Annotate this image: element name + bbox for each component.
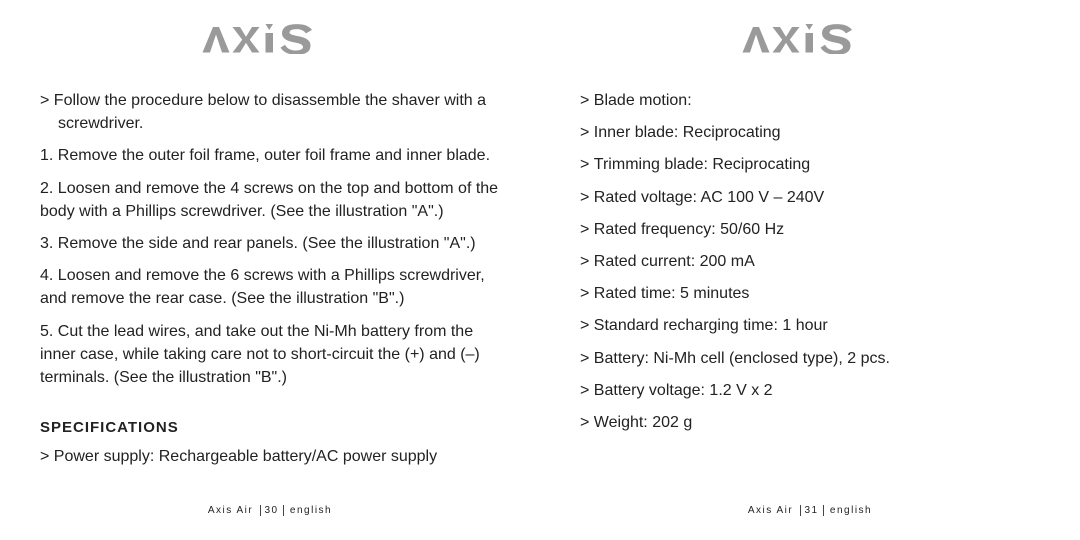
spec-battery: Battery: Ni-Mh cell (enclosed type), 2 p…	[580, 347, 1040, 370]
footer-language: english	[830, 505, 872, 516]
step-4: 4. Loosen and remove the 6 screws with a…	[40, 264, 500, 310]
footer-left: Axis Air 30 english	[40, 505, 500, 520]
spec-battery-voltage: Battery voltage: 1.2 V x 2	[580, 379, 1040, 402]
footer-page-number: 30	[260, 505, 284, 516]
step-3: 3. Remove the side and rear panels. (See…	[40, 232, 500, 255]
footer-language: english	[290, 505, 332, 516]
footer-product: Axis Air	[208, 505, 253, 516]
spec-blade-motion: Blade motion:	[580, 89, 1040, 112]
footer-product: Axis Air	[748, 505, 793, 516]
footer-page-number: 31	[800, 505, 824, 516]
spec-weight: Weight: 202 g	[580, 411, 1040, 434]
logo-right	[580, 24, 1040, 59]
spec-rated-frequency: Rated frequency: 50/60 Hz	[580, 218, 1040, 241]
spec-rated-voltage: Rated voltage: AC 100 V – 240V	[580, 186, 1040, 209]
specifications-title: SPECIFICATIONS	[40, 417, 500, 439]
logo-left	[40, 24, 500, 59]
page-right: Blade motion: Inner blade: Reciprocating…	[540, 0, 1080, 540]
step-5: 5. Cut the lead wires, and take out the …	[40, 320, 500, 390]
spec-rated-time: Rated time: 5 minutes	[580, 282, 1040, 305]
spec-power-supply: Power supply: Rechargeable battery/AC po…	[40, 445, 500, 468]
right-content: Blade motion: Inner blade: Reciprocating…	[580, 89, 1040, 505]
spec-inner-blade: Inner blade: Reciprocating	[580, 121, 1040, 144]
left-content: Follow the procedure below to disassembl…	[40, 89, 500, 505]
axis-logo-icon	[200, 24, 340, 54]
footer-right: Axis Air 31 english	[580, 505, 1040, 520]
step-1: 1. Remove the outer foil frame, outer fo…	[40, 144, 500, 167]
intro-line: Follow the procedure below to disassembl…	[40, 89, 500, 135]
spec-trimming-blade: Trimming blade: Reciprocating	[580, 153, 1040, 176]
spec-recharge-time: Standard recharging time: 1 hour	[580, 314, 1040, 337]
page-left: Follow the procedure below to disassembl…	[0, 0, 540, 540]
step-2: 2. Loosen and remove the 4 screws on the…	[40, 177, 500, 223]
axis-logo-icon	[740, 24, 880, 54]
spec-rated-current: Rated current: 200 mA	[580, 250, 1040, 273]
